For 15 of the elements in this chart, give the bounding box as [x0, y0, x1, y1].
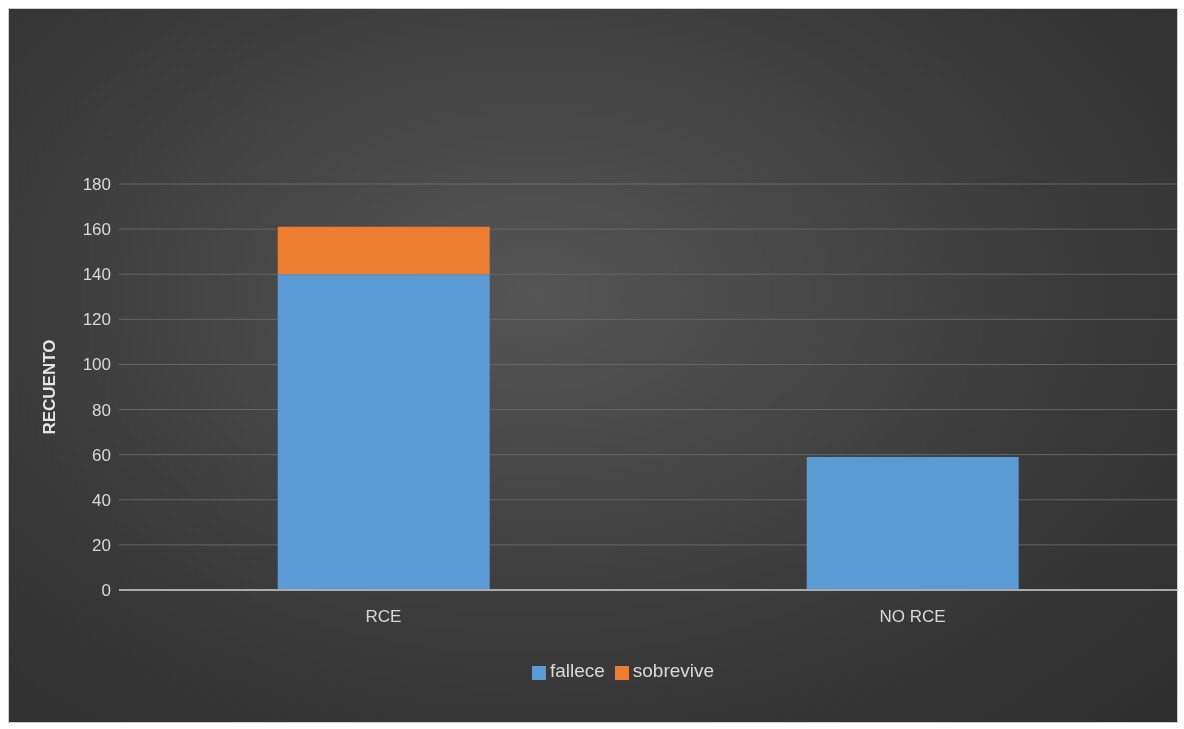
y-tick-label: 40 — [92, 490, 111, 510]
legend-label: sobrevive — [632, 660, 715, 681]
y-tick-label: 160 — [82, 220, 111, 240]
legend-label: fallece — [549, 660, 605, 681]
y-tick-label: 180 — [82, 175, 111, 195]
y-tick-label: 100 — [82, 355, 111, 375]
x-tick-label: RCE — [365, 607, 402, 627]
y-tick-label: 140 — [82, 265, 111, 285]
y-tick-label: 60 — [92, 445, 111, 465]
y-tick-label: 80 — [92, 400, 111, 420]
x-tick-label: NO RCE — [879, 607, 946, 627]
y-tick-label: 20 — [92, 535, 111, 555]
y-axis-title: RECUENTO — [40, 339, 60, 435]
y-tick-label: 120 — [82, 310, 111, 330]
y-tick-label: 0 — [101, 581, 111, 601]
